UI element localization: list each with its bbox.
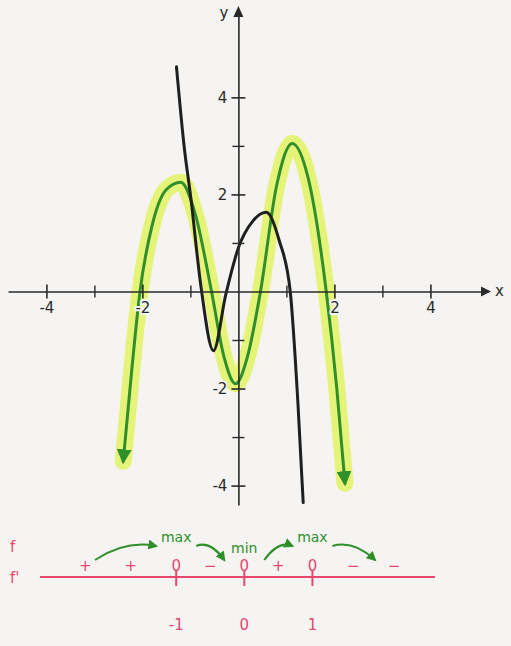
x-minor-tick — [382, 285, 383, 297]
extremum-label: max — [297, 529, 328, 545]
tick-mark — [232, 243, 244, 244]
tick-mark — [231, 485, 245, 487]
axis-line — [9, 291, 489, 293]
tick-mark — [232, 146, 244, 147]
y-axis: -4 -2 2 4 — [212, 11, 245, 506]
tick-mark — [232, 437, 244, 438]
sign-label: − — [204, 557, 217, 575]
sign-label: − — [388, 557, 401, 575]
highlight — [123, 143, 345, 483]
extremum-label: min — [231, 540, 257, 556]
y-tick: -4 — [212, 477, 245, 495]
tick-mark — [334, 284, 336, 298]
tick-mark — [94, 285, 95, 297]
axis-title: y — [220, 4, 229, 22]
tick-mark — [382, 285, 383, 297]
axis-line — [238, 11, 240, 506]
chart-container: -4-224-4-224xyff'-100010++−+−−maxminmax — [0, 0, 511, 646]
curve — [176, 67, 303, 503]
sign-label: 0 — [240, 557, 250, 575]
tick-mark — [232, 340, 244, 341]
point-label: 1 — [308, 616, 318, 634]
trend-arrow — [95, 545, 156, 560]
tick-label: 2 — [330, 299, 340, 317]
tick-mark — [190, 285, 191, 297]
row-label: f' — [10, 569, 19, 587]
sign-label: + — [125, 557, 138, 575]
tick-mark — [231, 194, 245, 196]
trend-arrow — [264, 545, 292, 560]
tick-label: -4 — [39, 299, 54, 317]
y-minor-tick — [232, 437, 244, 438]
tick-label: 4 — [426, 299, 436, 317]
x-tick: 2 — [330, 284, 340, 317]
sign-label: + — [79, 557, 92, 575]
sign-label: + — [272, 557, 285, 575]
trend-arrow — [196, 545, 224, 560]
tick-mark — [286, 285, 287, 297]
y-minor-tick — [232, 340, 244, 341]
y-tick: -2 — [212, 380, 245, 398]
tick-mark — [430, 284, 432, 298]
axis-arrow — [233, 6, 243, 17]
sign-label: 0 — [308, 557, 318, 575]
sign-line — [40, 576, 435, 578]
x-tick: 4 — [426, 284, 436, 317]
y-minor-tick — [232, 146, 244, 147]
axis-title: x — [495, 282, 504, 300]
tick-label: -2 — [212, 380, 227, 398]
x-axis: -4 -2 2 4 — [9, 284, 489, 317]
plot-area — [123, 67, 345, 503]
sign-chart: ff'-100010++−+−−maxminmax — [10, 529, 435, 634]
row-label: f — [10, 538, 16, 556]
x-tick: -2 — [135, 284, 150, 317]
sign-label: 0 — [171, 557, 181, 575]
tick-mark — [231, 388, 245, 390]
tick-mark — [231, 97, 245, 99]
x-minor-tick — [190, 285, 191, 297]
tick-mark — [46, 284, 48, 298]
x-tick: -4 — [39, 284, 54, 317]
y-minor-tick — [232, 243, 244, 244]
axis-arrow — [481, 286, 491, 296]
tick-label: -2 — [135, 299, 150, 317]
tick-mark — [142, 284, 144, 298]
sign-label: − — [347, 557, 360, 575]
chart-svg: -4-224-4-224xyff'-100010++−+−−maxminmax — [0, 0, 511, 646]
y-minor-ticks — [232, 146, 244, 437]
extremum-label: max — [161, 529, 192, 545]
tick-label: -4 — [212, 477, 227, 495]
tick-label: 4 — [218, 89, 228, 107]
point-label: 0 — [240, 616, 250, 634]
trend-arrow — [332, 545, 375, 560]
point-label: -1 — [169, 616, 184, 634]
x-minor-tick — [94, 285, 95, 297]
x-minor-tick — [286, 285, 287, 297]
y-tick: 2 — [218, 186, 246, 204]
tick-label: 2 — [218, 186, 228, 204]
y-tick: 4 — [218, 89, 246, 107]
curve — [123, 143, 345, 483]
